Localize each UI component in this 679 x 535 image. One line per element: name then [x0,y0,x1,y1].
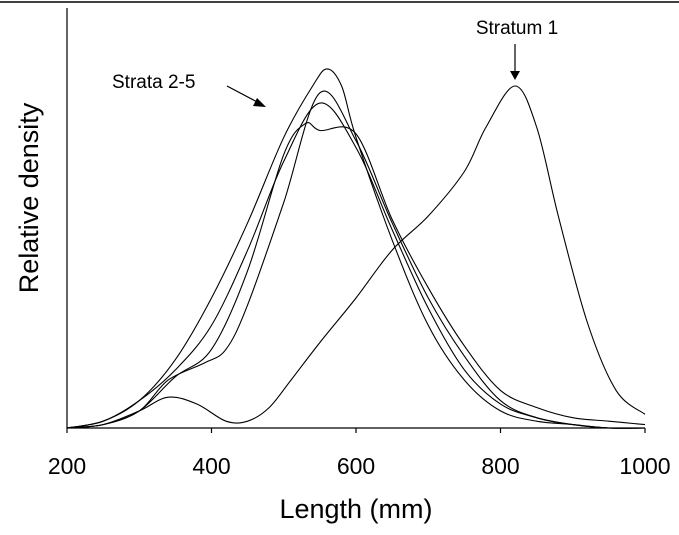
x-tick-label: 600 [337,453,375,479]
annotation-strata-2-5-label: Strata 2-5 [112,72,195,93]
x-tick-label: 400 [192,453,230,479]
annotation-strata-2-5-arrow-shaft [226,85,262,105]
series-line-4 [66,90,646,429]
annotation-stratum-1-arrow-head [510,71,520,80]
x-tick-label: 800 [481,453,519,479]
annotation-stratum-1-label: Stratum 1 [476,18,558,39]
x-tick-label: 1000 [619,453,670,479]
annotation-stratum-1: Stratum 1 [476,18,558,80]
x-axis-title: Length (mm) [279,494,432,524]
annotation-strata-2-5: Strata 2-5 [112,72,266,107]
series-line-5 [66,122,646,429]
series-line-1 [66,85,646,429]
series-line-3 [66,102,646,429]
x-ticks: 200 400 600 800 1000 [48,428,671,479]
annotation-strata-2-5-arrow-head [253,98,266,107]
curves [66,68,646,429]
series-line-2 [66,68,646,429]
y-axis-title: Relative density [14,102,44,293]
x-tick-label: 200 [48,453,86,479]
